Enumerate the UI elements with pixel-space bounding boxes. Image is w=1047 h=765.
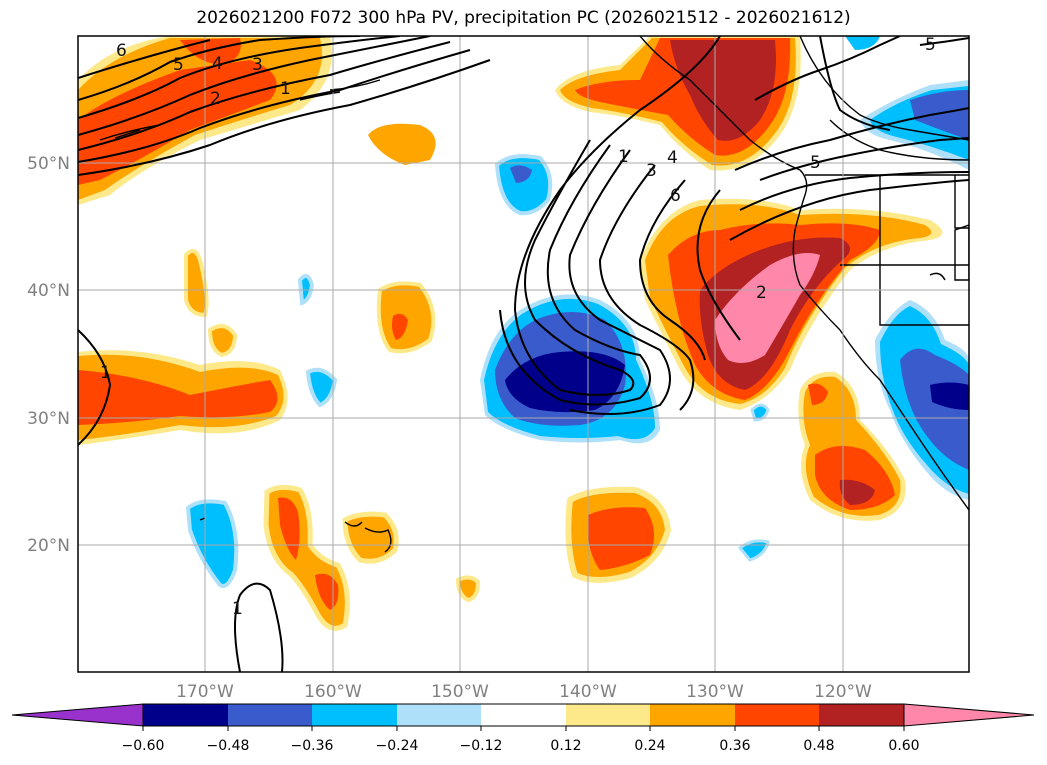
lon-label: 170°W [176,682,234,702]
contour-labels: 6 5 4 3 2 1 1 3 4 6 2 5 5 1 1 [100,35,936,619]
anomaly-small-features [184,154,770,631]
colorbar-tick: 0.60 [888,738,919,754]
colorbar-tick: −0.48 [207,738,250,754]
colorbar-cell [312,704,397,726]
contour-label: 1 [100,363,111,383]
anomaly-positive-main [640,198,943,410]
map-area: 6 5 4 3 2 1 1 3 4 6 2 5 5 1 1 [78,35,969,672]
map-border [77,35,970,673]
colorbar-tick: −0.24 [376,738,419,754]
lon-label: 120°W [814,682,872,702]
pv-contours [78,36,969,672]
contour-label: 3 [646,161,657,181]
lat-label: 50°N [27,154,70,174]
colorbar-tick: −0.12 [460,738,503,754]
colorbar-extend-max [903,703,1035,727]
contour-label: 6 [116,41,127,61]
contour-label: 3 [252,55,263,75]
contour-label: 6 [670,186,681,206]
contour-label: 4 [667,148,678,168]
colorbar-frame [142,703,905,727]
colorbar-extend-min [11,703,144,727]
contour-label: 1 [280,79,291,99]
lon-label: 130°W [686,682,744,702]
colorbar-tick: −0.36 [291,738,334,754]
colorbar-tick: 0.24 [634,738,665,754]
lon-label: 150°W [431,682,489,702]
latitude-labels: 50°N 40°N 30°N 20°N [27,154,70,556]
contour-label: 5 [173,55,184,75]
colorbar-cell [143,704,228,726]
colorbar-tick: 0.12 [550,738,581,754]
contour-label: 1 [232,599,243,619]
colorbar-cell [650,704,735,726]
colorbar-tick: 0.48 [803,738,834,754]
longitude-labels: 170°W 160°W 150°W 140°W 130°W 120°W [176,682,872,702]
colorbar-cell [228,704,312,726]
lon-label: 140°W [559,682,617,702]
contour-label: 2 [756,283,767,303]
contour-label: 2 [210,89,221,109]
colorbar-tick: −0.60 [122,738,165,754]
lat-label: 20°N [27,536,70,556]
gridlines [78,36,969,672]
anomaly-positive-southeast [798,371,906,521]
colorbar: −0.60 −0.48 −0.36 −0.24 −0.12 0.12 0.24 … [11,703,1035,754]
contour-label: 5 [810,153,821,173]
contour-label: 1 [618,147,629,167]
colorbar-cell [735,704,819,726]
colorbar-cell [566,704,650,726]
contour-label: 4 [212,54,223,74]
map-title: 2026021200 F072 300 hPa PV, precipitatio… [196,8,851,28]
colorbar-cell [819,704,904,726]
lat-label: 30°N [27,409,70,429]
lat-label: 40°N [27,281,70,301]
colorbar-cell [397,704,481,726]
contour-label: 5 [925,35,936,55]
colorbar-tick: 0.36 [719,738,750,754]
lon-label: 160°W [304,682,362,702]
anomaly-negative-east [845,36,969,500]
colorbar-cell [481,704,566,726]
anomaly-central-band [78,350,288,445]
